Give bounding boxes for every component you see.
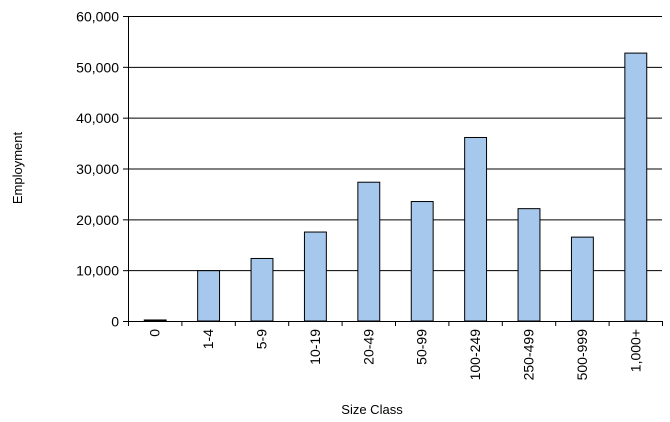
x-tick-label: 500-999 [574,329,590,381]
x-tick-label: 50-99 [414,329,430,365]
x-tick-label: 100-249 [467,329,483,381]
x-tick-label: 250-499 [521,329,537,381]
bar-250-499 [517,208,541,322]
y-axis-tick-labels: 0 10,000 20,000 30,000 40,000 50,000 60,000 [76,9,119,330]
y-tick-label: 40,000 [76,110,119,126]
x-axis-label: Size Class [341,402,403,417]
x-axis-tick-labels: 0 1-4 5-9 10-19 20-49 50-99 100-249 250-499 500-… [147,329,644,381]
y-tick-label: 10,000 [76,263,119,279]
y-tick-label: 0 [111,314,119,330]
bar-20-49 [357,181,381,322]
bar-1-4 [197,270,221,322]
bar-500-999 [570,236,594,322]
bar-50-99 [410,201,434,322]
bar-100-249 [464,136,488,322]
bar-10-19 [303,231,327,322]
y-tick-label: 50,000 [76,59,119,75]
x-tick-label: 5-9 [254,329,270,349]
y-tick-label: 60,000 [76,9,119,25]
x-tick-label: 1,000+ [627,329,643,372]
x-tick-label: 20-49 [360,329,376,365]
x-tick-label: 1-4 [200,329,216,349]
bar-1-000- [624,52,648,322]
bar-0 [143,319,167,322]
x-tick-label: 0 [147,329,163,337]
y-tick-label: 20,000 [76,212,119,228]
gridlines [128,16,662,272]
bars [143,52,648,322]
axes [123,16,663,326]
bar-5-9 [250,257,274,322]
x-tick-label: 10-19 [307,329,323,365]
y-axis-label: Employment [10,131,25,204]
y-tick-label: 30,000 [76,161,119,177]
